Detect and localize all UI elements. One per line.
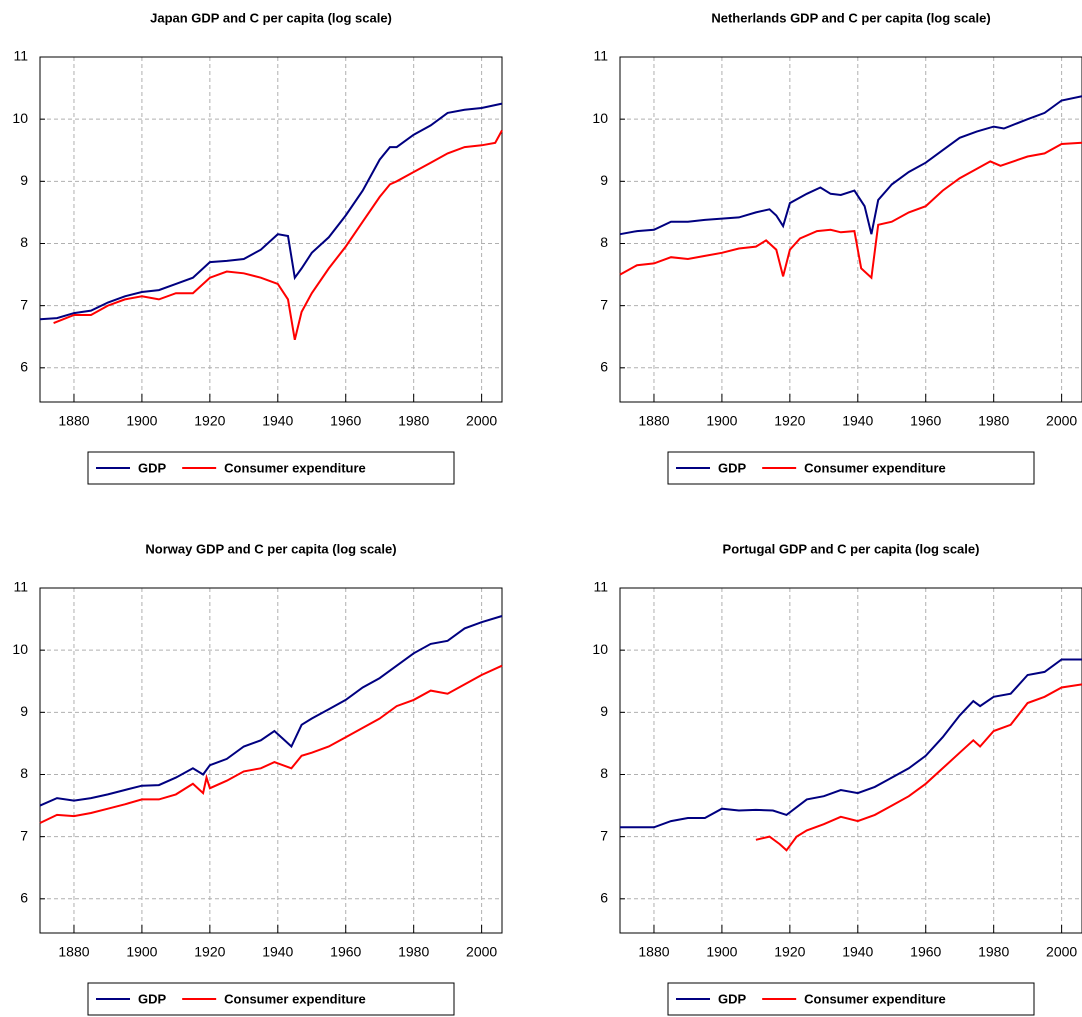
- y-tick-label: 6: [600, 359, 608, 375]
- plot-frame: [39, 56, 503, 403]
- x-tick-label: 2000: [466, 413, 497, 429]
- x-tick-label: 1920: [194, 944, 225, 960]
- chart-title: Portugal GDP and C per capita (log scale…: [723, 541, 980, 556]
- y-tick-label: 10: [592, 641, 608, 657]
- chart-panel: Netherlands GDP and C per capita (log sc…: [592, 10, 1082, 485]
- x-tick-label: 1980: [398, 944, 429, 960]
- x-tick-label: 2000: [1046, 944, 1077, 960]
- legend: GDP Consumer expenditure: [667, 982, 1035, 1016]
- y-tick-label: 9: [20, 703, 28, 719]
- y-tick-label: 10: [12, 641, 28, 657]
- legend: GDP Consumer expenditure: [667, 451, 1035, 485]
- legend-label: GDP: [718, 460, 747, 475]
- series-line: [619, 141, 1082, 280]
- series-line: [755, 683, 1082, 852]
- legend-label: GDP: [138, 460, 167, 475]
- x-tick-label: 1960: [910, 944, 941, 960]
- y-tick-label: 11: [593, 579, 608, 595]
- x-tick-label: 2000: [1046, 413, 1077, 429]
- y-tick-label: 10: [592, 110, 608, 126]
- y-tick-label: 7: [600, 827, 608, 843]
- x-tick-label: 1980: [978, 944, 1009, 960]
- x-tick-label: 1900: [126, 413, 157, 429]
- x-tick-label: 1980: [978, 413, 1009, 429]
- legend-box: [667, 451, 1035, 485]
- x-tick-label: 1940: [262, 944, 293, 960]
- x-tick-label: 2000: [466, 944, 497, 960]
- series-line: [39, 615, 503, 807]
- series-line: [53, 129, 503, 341]
- plot-frame: [39, 587, 503, 934]
- y-tick-label: 8: [20, 234, 28, 250]
- x-tick-label: 1960: [330, 944, 361, 960]
- chart-title: Norway GDP and C per capita (log scale): [145, 541, 396, 556]
- plot-frame: [619, 587, 1082, 934]
- y-tick-label: 10: [12, 110, 28, 126]
- x-tick-label: 1880: [58, 944, 89, 960]
- x-tick-label: 1900: [706, 944, 737, 960]
- y-tick-label: 6: [20, 359, 28, 375]
- y-tick-label: 8: [20, 765, 28, 781]
- x-tick-label: 1880: [58, 413, 89, 429]
- y-tick-label: 6: [20, 890, 28, 906]
- y-tick-label: 7: [20, 296, 28, 312]
- legend-box: [667, 982, 1035, 1016]
- chart-panel: Japan GDP and C per capita (log scale) 6 7…: [12, 10, 503, 485]
- chart-title: Netherlands GDP and C per capita (log sc…: [711, 10, 990, 25]
- y-tick-label: 6: [600, 890, 608, 906]
- x-tick-label: 1960: [910, 413, 941, 429]
- legend-label: GDP: [718, 991, 747, 1006]
- legend-box: [87, 982, 455, 1016]
- y-tick-label: 8: [600, 234, 608, 250]
- y-tick-label: 9: [600, 703, 608, 719]
- x-tick-label: 1920: [194, 413, 225, 429]
- legend: GDP Consumer expenditure: [87, 982, 455, 1016]
- x-tick-label: 1900: [126, 944, 157, 960]
- legend-label: Consumer expenditure: [804, 991, 946, 1006]
- x-tick-label: 1920: [774, 944, 805, 960]
- plot-frame: [619, 56, 1082, 403]
- legend-label: GDP: [138, 991, 167, 1006]
- chart-panel: Portugal GDP and C per capita (log scale…: [592, 541, 1082, 1016]
- x-tick-label: 1940: [262, 413, 293, 429]
- legend: GDP Consumer expenditure: [87, 451, 455, 485]
- y-tick-label: 7: [20, 827, 28, 843]
- x-tick-label: 1960: [330, 413, 361, 429]
- x-tick-label: 1980: [398, 413, 429, 429]
- y-tick-label: 9: [600, 172, 608, 188]
- legend-label: Consumer expenditure: [804, 460, 946, 475]
- chart-title: Japan GDP and C per capita (log scale): [150, 10, 392, 25]
- y-tick-label: 11: [593, 48, 608, 64]
- series-line: [619, 95, 1082, 236]
- chart-panel: Norway GDP and C per capita (log scale) 6…: [12, 541, 503, 1016]
- y-tick-label: 8: [600, 765, 608, 781]
- x-tick-label: 1880: [638, 413, 669, 429]
- x-tick-label: 1900: [706, 413, 737, 429]
- x-tick-label: 1920: [774, 413, 805, 429]
- x-tick-label: 1880: [638, 944, 669, 960]
- y-tick-label: 11: [13, 579, 28, 595]
- y-tick-label: 7: [600, 296, 608, 312]
- legend-box: [87, 451, 455, 485]
- series-line: [620, 658, 1082, 829]
- y-tick-label: 9: [20, 172, 28, 188]
- x-tick-label: 1940: [842, 413, 873, 429]
- legend-label: Consumer expenditure: [224, 460, 366, 475]
- series-line: [39, 102, 503, 321]
- y-tick-label: 11: [13, 48, 28, 64]
- x-tick-label: 1940: [842, 944, 873, 960]
- legend-label: Consumer expenditure: [224, 991, 366, 1006]
- series-line: [39, 664, 503, 824]
